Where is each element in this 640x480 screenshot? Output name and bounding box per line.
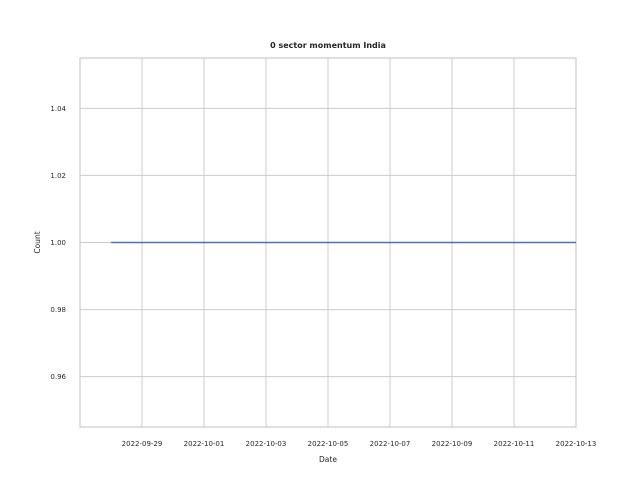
- y-tick-label: 0.98: [50, 306, 66, 314]
- x-tick-label: 2022-10-11: [494, 440, 535, 448]
- x-tick-label: 2022-10-07: [370, 440, 411, 448]
- x-axis-label: Date: [319, 455, 337, 464]
- x-tick-label: 2022-10-01: [184, 440, 225, 448]
- x-tick-label: 2022-09-29: [122, 440, 163, 448]
- chart-title: 0 sector momentum India: [270, 41, 386, 50]
- y-tick-label: 1.02: [50, 172, 66, 180]
- x-tick-labels: 2022-09-29 2022-10-01 2022-10-03 2022-10-05…: [122, 440, 597, 448]
- y-tick-label: 1.04: [50, 105, 66, 113]
- y-tick-labels: 0.96 0.98 1.00 1.02 1.04: [50, 105, 66, 381]
- y-tick-label: 1.00: [50, 239, 66, 247]
- x-tick-label: 2022-10-09: [432, 440, 473, 448]
- x-tick-label: 2022-10-05: [308, 440, 349, 448]
- y-axis-label: Count: [33, 231, 42, 253]
- x-tick-label: 2022-10-13: [556, 440, 597, 448]
- x-tick-label: 2022-10-03: [246, 440, 287, 448]
- y-tick-label: 0.96: [50, 373, 66, 381]
